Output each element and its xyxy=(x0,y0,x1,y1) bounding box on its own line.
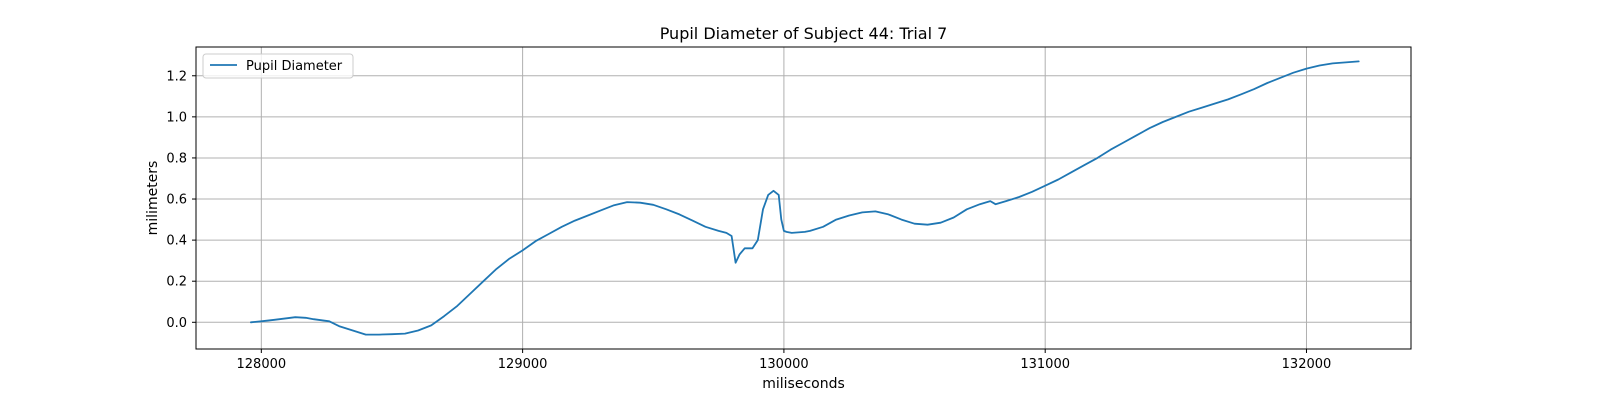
y-tick-label: 0.8 xyxy=(166,151,187,166)
series-layer xyxy=(249,60,1360,336)
x-tick-label: 132000 xyxy=(1282,357,1332,372)
x-tick-label: 129000 xyxy=(498,357,548,372)
y-tick-label: 1.0 xyxy=(166,110,187,125)
legend-label-pupil-diameter: Pupil Diameter xyxy=(246,59,343,74)
grid xyxy=(196,47,1411,349)
y-axis-label: milimeters xyxy=(145,161,161,236)
plot-frame xyxy=(195,46,1412,350)
x-axis-label: miliseconds xyxy=(762,376,845,392)
x-tick-label: 131000 xyxy=(1020,357,1070,372)
x-tick-label: 128000 xyxy=(237,357,287,372)
y-tick-label: 0.0 xyxy=(166,316,187,331)
series-line-pupil-diameter xyxy=(249,60,1360,336)
legend-box xyxy=(202,53,354,79)
y-tick-label: 0.2 xyxy=(166,275,187,290)
x-tick-label: 130000 xyxy=(759,357,809,372)
y-tick-label: 0.6 xyxy=(166,193,187,208)
legend: Pupil Diameter xyxy=(202,53,354,79)
y-tick-label: 0.4 xyxy=(166,234,187,249)
y-tick-label: 1.2 xyxy=(166,69,187,84)
chart-title: Pupil Diameter of Subject 44: Trial 7 xyxy=(660,24,948,43)
axis-ticks: 128000 129000 130000 131000 132000 0.0 0.2 0.4 0… xyxy=(166,69,1331,372)
